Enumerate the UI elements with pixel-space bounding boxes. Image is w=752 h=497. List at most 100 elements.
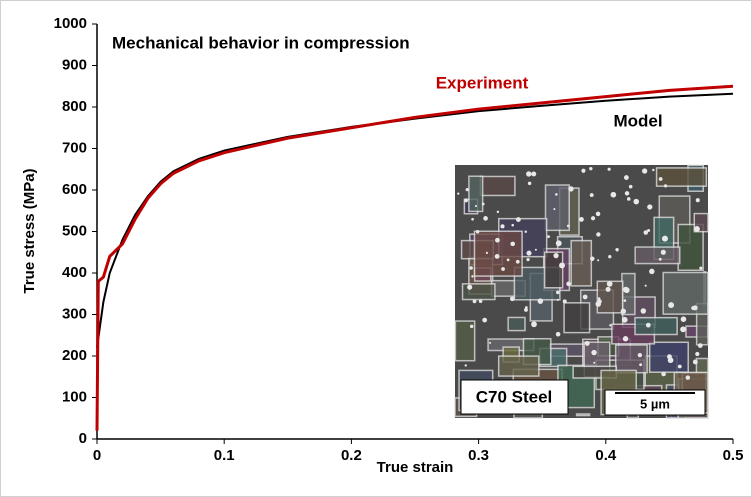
carbide [595,211,601,217]
carbide [595,301,602,307]
carbide [608,255,612,259]
carbide [609,324,612,327]
grain [454,320,476,362]
carbide [623,286,629,293]
carbide [511,223,514,227]
carbide [642,168,648,174]
carbide [692,305,698,311]
carbide [596,232,601,237]
carbide [566,281,571,287]
carbide [660,249,666,255]
carbide [597,259,600,262]
carbide [637,352,643,358]
carbide [524,307,528,312]
scale-bar-box [604,389,706,416]
grain [543,251,564,289]
carbide [643,230,649,235]
chart-title: Mechanical behavior in compression [112,33,410,52]
grain [497,355,540,377]
carbide [661,235,668,242]
carbide [465,188,469,192]
carbide [685,375,691,380]
carbide [680,316,687,322]
x-tick-label: 0.4 [595,447,617,464]
carbide [483,216,488,221]
x-tick-label: 0 [93,447,101,464]
carbide [471,217,474,221]
carbide [647,228,651,232]
carbide [526,171,532,177]
carbide [658,177,663,181]
grain [621,272,636,316]
carbide [582,294,588,300]
carbide [547,235,550,239]
carbide [680,326,686,333]
carbide [581,168,586,173]
carbide [605,286,611,292]
carbide [644,284,647,287]
carbide [506,258,510,262]
carbide [475,229,480,234]
grain [522,337,552,366]
y-tick-label: 800 [62,98,87,115]
carbide [559,262,565,269]
x-axis-label: True strain [377,459,454,476]
x-tick-label: 0.3 [468,447,489,464]
grain [563,302,591,334]
carbide [489,341,492,344]
carbide [524,306,528,309]
carbide [463,198,469,203]
carbide [639,363,643,367]
y-tick-label: 900 [62,56,87,73]
carbide [555,193,558,196]
carbide [626,197,631,201]
carbide [590,216,596,221]
y-tick-label: 400 [62,264,87,281]
carbide [515,217,521,222]
carbide [590,256,595,261]
carbide [610,191,617,198]
carbide [668,302,675,309]
grain [479,175,516,197]
carbide [607,167,611,171]
grain [473,230,523,277]
scale-bar-label: 5 µm [640,396,670,411]
inset-label-box [460,379,569,415]
carbide [697,343,703,348]
carbide [649,268,655,275]
carbide [469,324,474,329]
carbide [677,364,682,369]
y-tick-label: 300 [62,305,87,322]
y-tick-label: 0 [79,430,87,447]
carbide [482,317,488,323]
carbide [584,341,590,346]
carbide [593,361,596,364]
grain [655,167,708,187]
carbide [693,226,700,233]
series-label: Experiment [436,73,529,92]
carbide [553,253,559,259]
grain [570,239,593,287]
grain [662,271,709,315]
carbide [621,316,628,323]
grain [614,344,648,374]
carbide [640,308,647,314]
carbide [695,198,700,203]
carbide [695,351,700,357]
carbide [667,357,674,364]
carbide [597,297,601,301]
carbide [556,290,560,295]
carbide [624,191,630,196]
y-tick-label: 500 [62,222,87,239]
carbide [591,349,597,356]
carbide [524,230,527,233]
carbide [500,224,505,229]
grain [468,175,484,213]
carbide [501,267,505,271]
carbide [467,284,473,290]
carbide [623,299,627,302]
carbide [579,216,584,222]
carbide [652,168,655,172]
carbide [628,184,633,189]
x-tick-label: 0.1 [214,447,235,464]
